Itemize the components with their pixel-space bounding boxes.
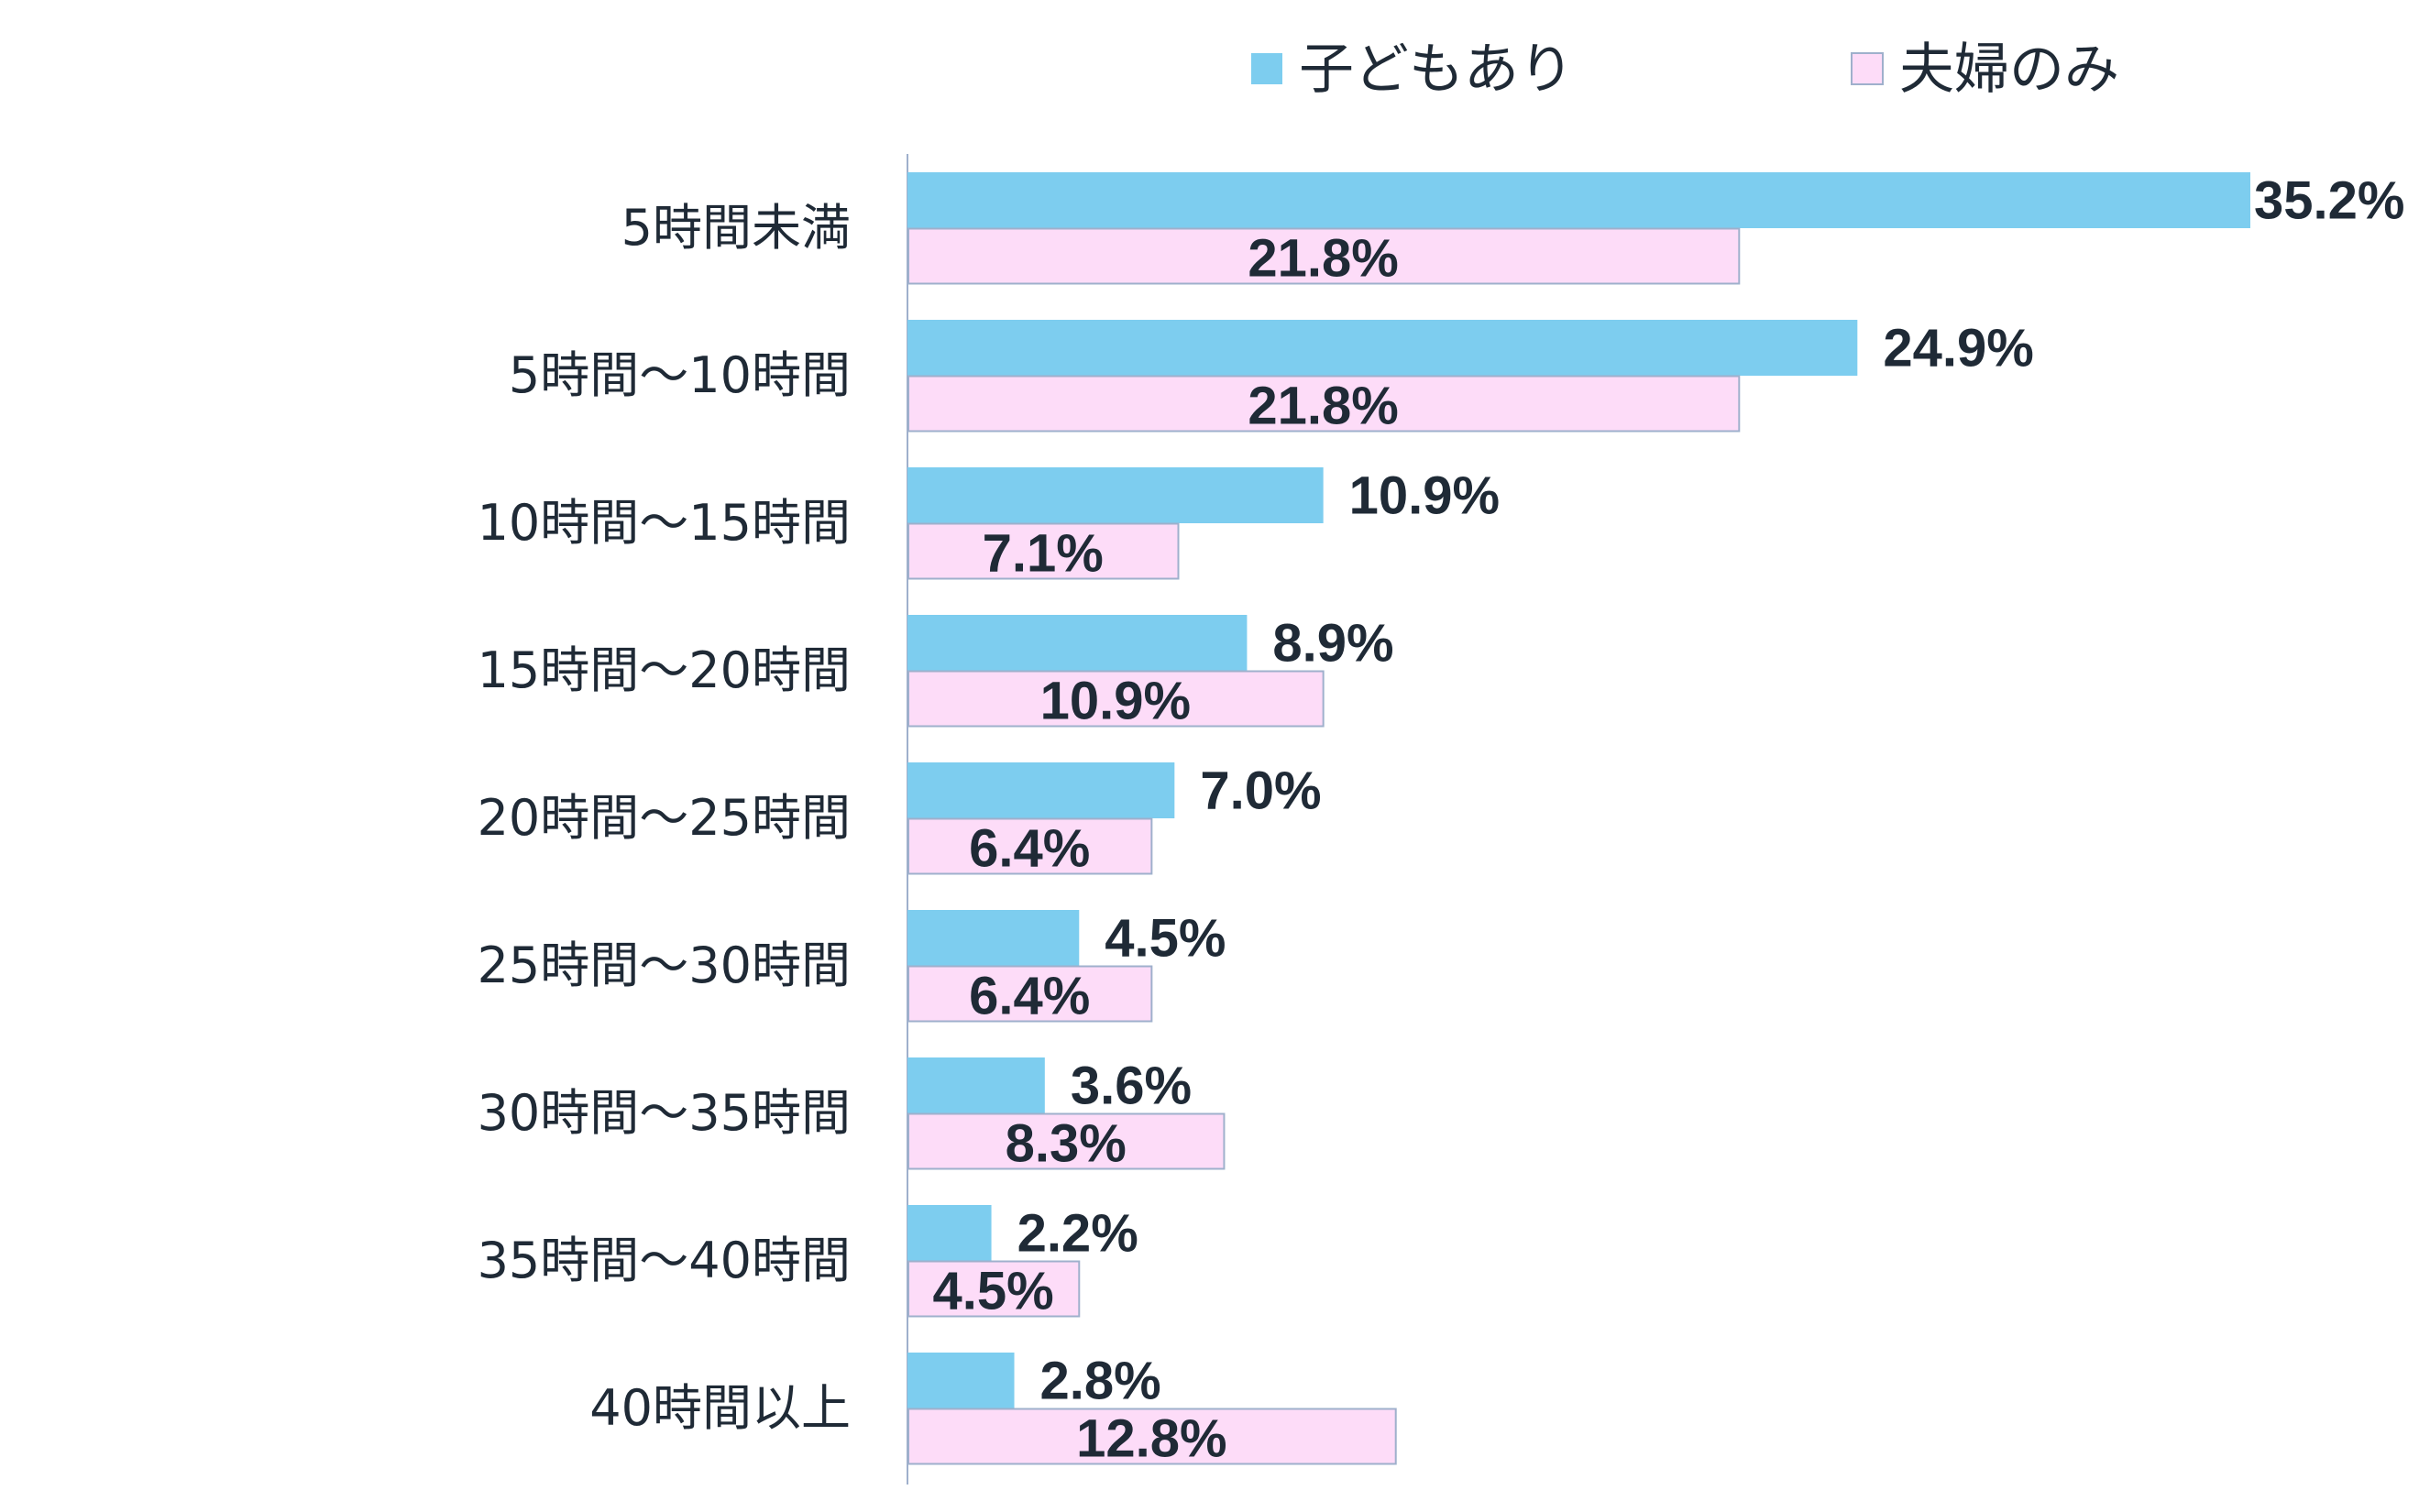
- value-label-kodomo-ari: 2.8%: [1040, 1352, 1161, 1411]
- value-label-fuufu-nomi: 21.8%: [1248, 229, 1398, 289]
- value-label-kodomo-ari: 7.0%: [1200, 761, 1321, 821]
- bars: [907, 172, 2250, 1465]
- legend-label: 子どもあり: [1299, 38, 1574, 102]
- bar-kodomo-ari: [907, 762, 1175, 818]
- bar-kodomo-ari: [907, 615, 1248, 671]
- value-label-fuufu-nomi: 10.9%: [1040, 672, 1191, 731]
- bar-fuufu-nomi: [907, 670, 1325, 728]
- category-label: 10時間〜15時間: [478, 494, 851, 552]
- bar-kodomo-ari: [907, 910, 1080, 966]
- bar-fuufu-nomi: [907, 522, 1180, 580]
- value-label-fuufu-nomi: 8.3%: [1006, 1114, 1127, 1174]
- category-label: 5時間〜10時間: [509, 346, 851, 404]
- bar-fuufu-nomi: [907, 1408, 1397, 1465]
- value-label-fuufu-nomi: 21.8%: [1248, 377, 1398, 436]
- category-label: 20時間〜25時間: [478, 789, 851, 847]
- category-label: 5時間未満: [621, 199, 851, 257]
- bar-kodomo-ari: [907, 1057, 1045, 1113]
- bar-fuufu-nomi: [907, 375, 1741, 433]
- value-label-kodomo-ari: 24.9%: [1883, 319, 2033, 378]
- legend-swatch: [1851, 52, 1884, 85]
- value-label-kodomo-ari: 8.9%: [1272, 614, 1393, 674]
- category-label: 15時間〜20時間: [478, 641, 851, 699]
- value-label-kodomo-ari: 3.6%: [1071, 1057, 1192, 1116]
- bar-kodomo-ari: [907, 1205, 992, 1261]
- value-label-fuufu-nomi: 4.5%: [933, 1262, 1054, 1321]
- value-label-fuufu-nomi: 7.1%: [983, 524, 1104, 584]
- legend: 子どもあり 夫婦のみ: [1251, 38, 2119, 102]
- value-label-fuufu-nomi: 12.8%: [1076, 1409, 1226, 1469]
- bar-kodomo-ari: [907, 1353, 1015, 1408]
- bar-kodomo-ari: [907, 172, 2250, 228]
- category-label: 25時間〜30時間: [478, 937, 851, 994]
- bar-kodomo-ari: [907, 467, 1324, 523]
- legend-swatch: [1251, 53, 1282, 84]
- legend-label: 夫婦のみ: [1899, 38, 2119, 102]
- category-label: 35時間〜40時間: [478, 1232, 851, 1289]
- category-labels: 5時間未満 5時間〜10時間 10時間〜15時間 15時間〜20時間 20時間〜25時間…: [478, 199, 851, 1437]
- value-label-kodomo-ari: 10.9%: [1349, 466, 1500, 526]
- bar-fuufu-nomi: [907, 965, 1153, 1023]
- category-label: 30時間〜35時間: [478, 1084, 851, 1142]
- value-label-kodomo-ari: 35.2%: [2254, 171, 2404, 231]
- value-label-fuufu-nomi: 6.4%: [969, 819, 1090, 879]
- value-label-kodomo-ari: 2.2%: [1017, 1204, 1138, 1264]
- bar-fuufu-nomi: [907, 1260, 1081, 1318]
- category-label: 40時間以上: [589, 1379, 851, 1437]
- bar-fuufu-nomi: [907, 817, 1153, 875]
- bar-kodomo-ari: [907, 320, 1858, 376]
- value-label-kodomo-ari: 4.5%: [1105, 909, 1226, 969]
- bar-fuufu-nomi: [907, 227, 1741, 285]
- bar-fuufu-nomi: [907, 1112, 1226, 1170]
- value-label-fuufu-nomi: 6.4%: [969, 967, 1090, 1026]
- value-labels: 35.2%21.8%24.9%21.8%10.9%7.1%8.9%10.9%7.…: [933, 171, 2405, 1469]
